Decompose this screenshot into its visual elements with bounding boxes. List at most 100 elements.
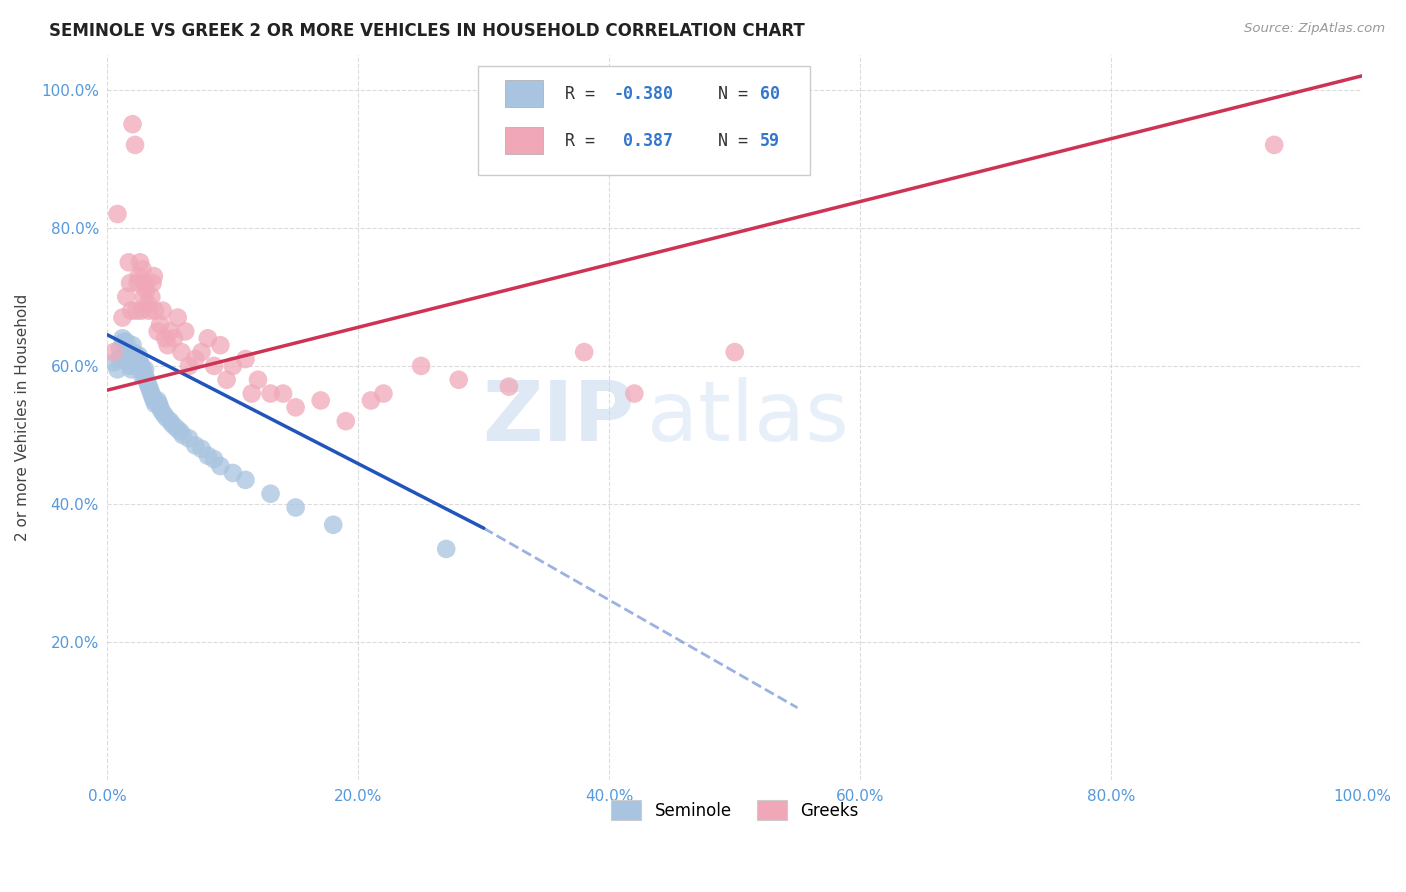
Point [127,276,149,290]
Text: atlas: atlas [647,377,849,458]
Point [190,345,212,359]
Point [572,345,595,359]
Point [121,345,143,359]
Point [115,290,138,304]
Point [134,362,156,376]
Point [131,362,153,376]
Point [135,283,157,297]
Point [128,359,150,373]
Text: R =: R = [565,132,606,151]
Point [373,386,395,401]
Text: ZIP: ZIP [482,377,634,458]
Point [120,362,142,376]
FancyBboxPatch shape [505,127,543,154]
Point [215,373,238,387]
Point [134,369,156,384]
Point [118,276,141,290]
Point [142,269,165,284]
Point [235,351,257,366]
Point [149,318,172,332]
Point [153,407,176,421]
Point [117,345,139,359]
Point [271,386,294,401]
Point [118,255,141,269]
Point [118,349,141,363]
Point [146,325,169,339]
Point [202,359,225,373]
Point [190,442,212,456]
Point [1263,137,1285,152]
Point [284,500,307,515]
Point [129,255,152,269]
Point [127,351,149,366]
Point [131,303,153,318]
Point [222,466,245,480]
Point [141,386,163,401]
Point [335,414,357,428]
Point [209,338,232,352]
Point [103,345,125,359]
Point [360,393,382,408]
Point [132,290,155,304]
Point [165,421,187,435]
Point [156,338,179,352]
Point [150,404,173,418]
Point [139,383,162,397]
Point [132,366,155,380]
Point [152,303,174,318]
Point [120,303,142,318]
Point [209,458,232,473]
Text: N =: N = [699,132,758,151]
Point [129,355,152,369]
Text: R =: R = [565,86,606,103]
Point [146,393,169,408]
Point [222,359,245,373]
Point [111,310,134,325]
Point [112,334,135,349]
Point [202,452,225,467]
Point [172,428,194,442]
Point [125,303,148,318]
Point [121,338,143,352]
Text: SEMINOLE VS GREEK 2 OR MORE VEHICLES IN HOUSEHOLD CORRELATION CHART: SEMINOLE VS GREEK 2 OR MORE VEHICLES IN … [49,22,806,40]
Point [136,376,159,391]
Point [142,276,165,290]
Point [498,379,520,393]
Point [118,359,141,373]
Point [148,397,170,411]
Point [115,342,138,356]
Text: N =: N = [699,86,758,103]
Point [623,386,645,401]
Y-axis label: 2 or more Vehicles in Household: 2 or more Vehicles in Household [15,294,30,541]
Point [163,331,186,345]
Point [115,334,138,349]
Point [138,303,160,318]
Point [170,345,193,359]
Point [121,117,143,131]
Point [184,438,207,452]
Point [259,386,281,401]
Point [128,269,150,284]
FancyBboxPatch shape [478,66,810,175]
Point [125,349,148,363]
Point [142,393,165,408]
Point [141,290,163,304]
FancyBboxPatch shape [505,79,543,107]
Point [184,351,207,366]
Point [162,417,184,432]
Point [131,369,153,384]
Point [107,362,129,376]
Text: 0.387: 0.387 [613,132,673,151]
Point [134,276,156,290]
Point [108,342,131,356]
Point [124,351,146,366]
Point [235,473,257,487]
Point [124,137,146,152]
Point [177,432,200,446]
Point [135,373,157,387]
Point [322,517,344,532]
Point [409,359,432,373]
Point [138,379,160,393]
Point [197,331,219,345]
Point [143,303,166,318]
